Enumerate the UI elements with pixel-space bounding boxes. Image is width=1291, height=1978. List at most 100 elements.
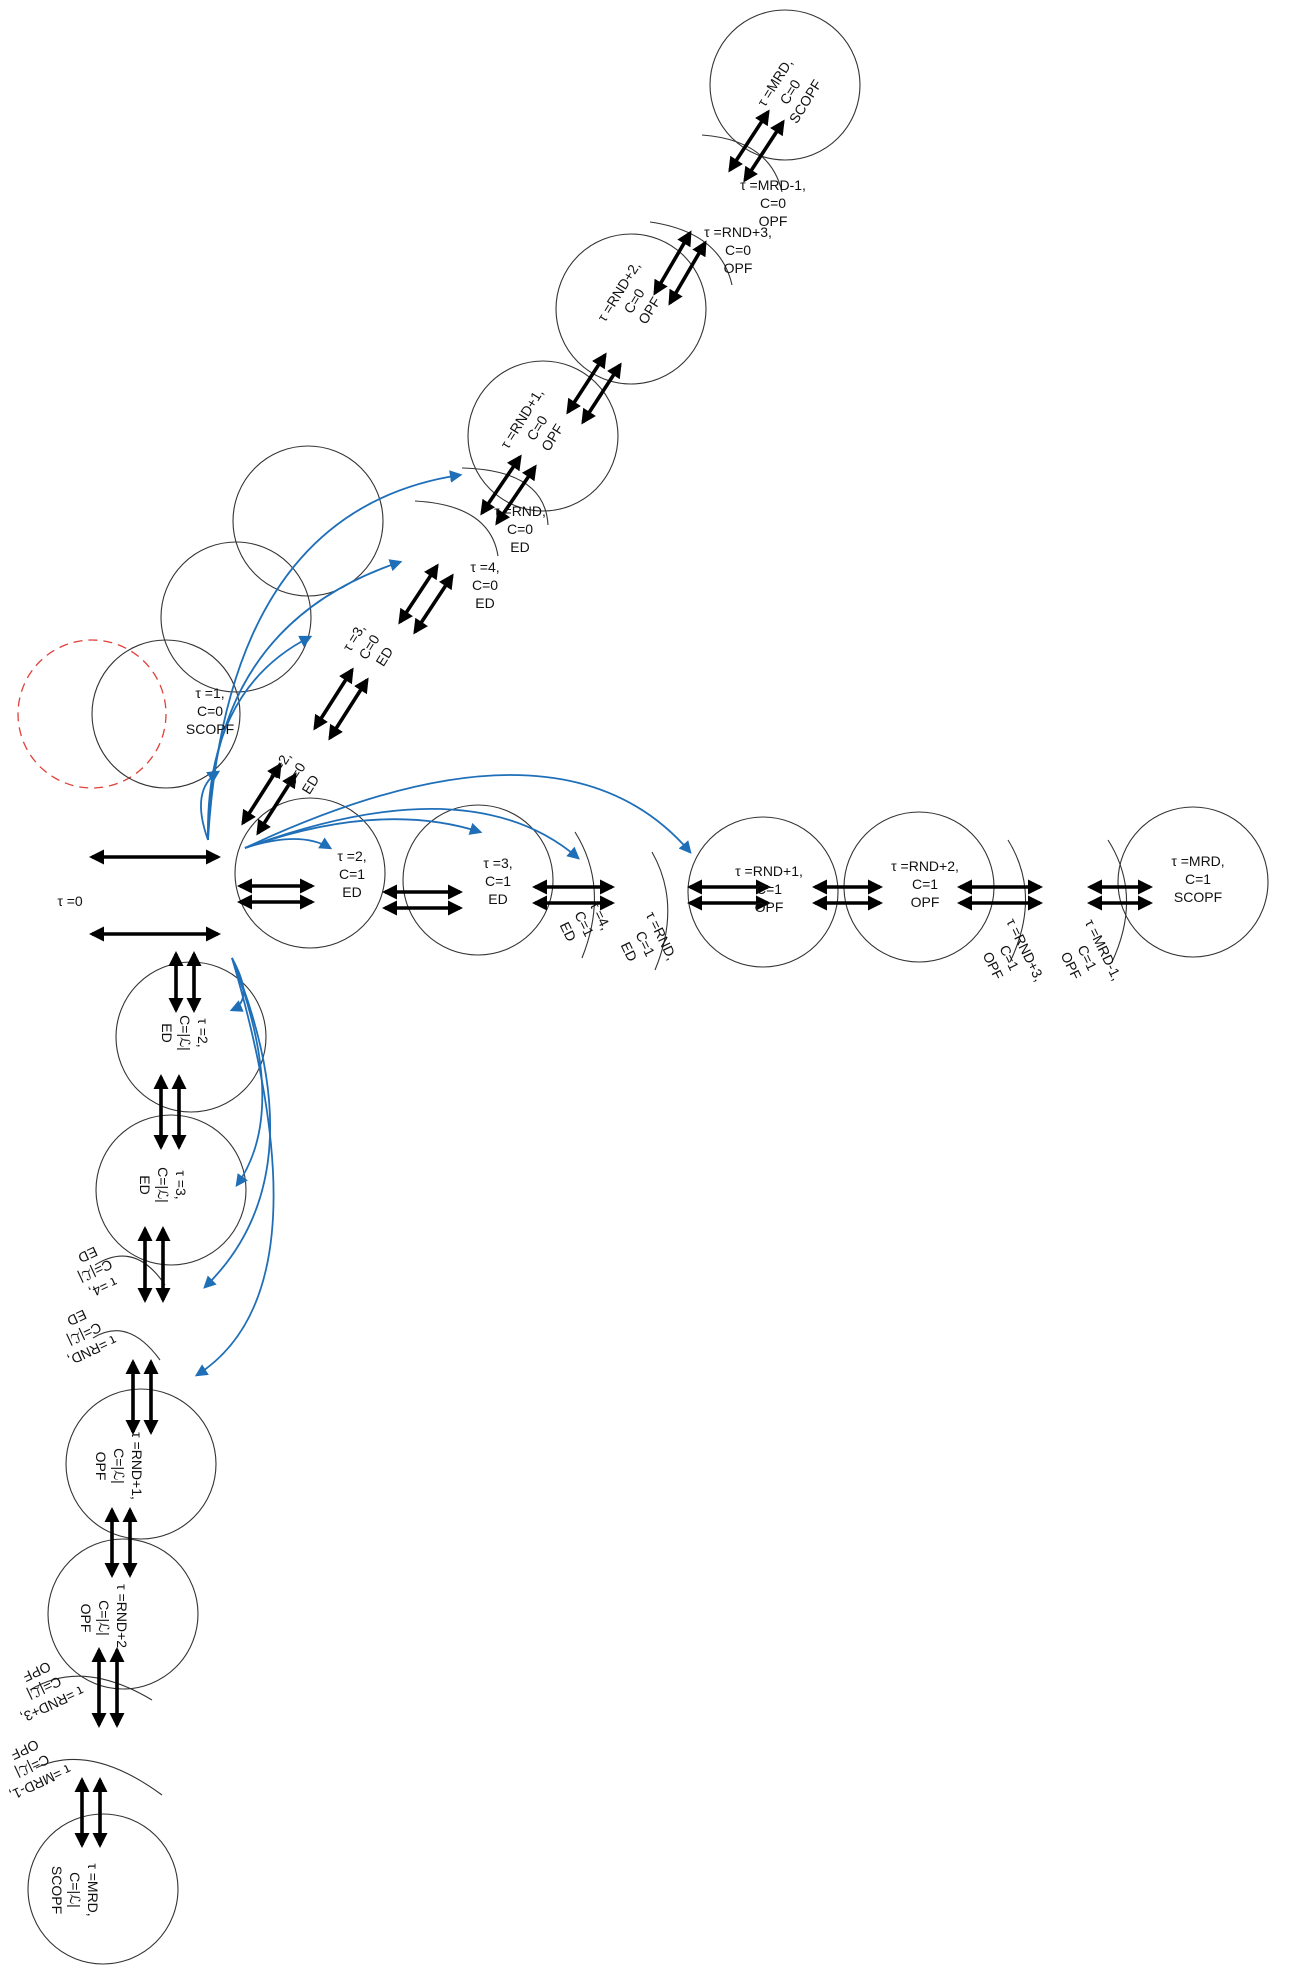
branch_c0-state-circle [555, 233, 707, 385]
branch_c1-state-label: τ =RND,C=1ED [611, 909, 680, 978]
blue-transition-arrow [244, 818, 483, 849]
state-label-line: C=0 [507, 521, 533, 537]
branch_cl-state-label: τ =RND+2,C=|ℒ|OPF [78, 1584, 130, 1652]
branch_cl-state-circle [65, 1388, 217, 1540]
branch_c1-state-label: τ =MRD, C=1 SCOPF [1171, 853, 1224, 905]
branch_c1-state-label: τ =RND+3,C=1OPF [971, 916, 1047, 1000]
branch_c0-state-circle [232, 445, 384, 597]
state-label-line: ED [65, 1307, 89, 1330]
state-label-line: SCOPF [49, 1866, 65, 1914]
branch_c1-state-label: τ =2, C=1 ED [337, 848, 366, 900]
branch_c0-state-label: τ =RND+3, C=0 OPF [704, 224, 772, 276]
state-label-line: ED [488, 891, 507, 907]
blue-transition-arrow [207, 470, 463, 841]
state-label-line: ED [618, 939, 641, 963]
branch_cl-state-label: τ =RND+3,C=|ℒ|OPF [3, 1650, 86, 1726]
branch_c1-state-label: τ =MRD-1,C=1OPF [1050, 917, 1126, 999]
branch_c1-state-label: τ =RND+1, C=1 OPF [735, 863, 803, 915]
state-label-line: C=|ℒ| [111, 1448, 127, 1484]
state-label-line: SCOPF [1174, 889, 1222, 905]
transition-arrow [313, 667, 354, 731]
branch_cl-state-arc [92, 1330, 161, 1361]
branch_c1-state-arc [651, 851, 669, 971]
state-label-line: OPF [78, 1604, 94, 1633]
state-label-line: τ =MRD, [85, 1863, 101, 1916]
branch_cl-state-label: τ =MRD-1,C=|ℒ|OPF [0, 1729, 73, 1804]
state-label-line: ED [159, 1023, 175, 1042]
transition-arrow [566, 352, 607, 415]
state-label-line: SCOPF [186, 721, 234, 737]
transition-arrow [668, 240, 707, 306]
state-label-line: τ =RND+3, [704, 224, 772, 240]
state-label-line: τ =3, [173, 1170, 189, 1199]
branch_c0-state-label: τ =MRD-1, C=0 OPF [740, 177, 806, 229]
state-label-line: C=0 [197, 703, 223, 719]
branch_c1-state-arc [1107, 839, 1128, 963]
blue-transition-arrow [207, 559, 403, 841]
state-label-line: C=1 [339, 866, 365, 882]
state-label-line: τ =MRD, [1171, 853, 1224, 869]
state-label-line: C=0 [760, 195, 786, 211]
branch_c0-state-arc [414, 500, 499, 557]
transition-arrow [256, 772, 297, 836]
state-label-line: C=1 [485, 873, 511, 889]
state-label-line: τ =3, [483, 855, 512, 871]
branch_c0-state-label: τ =4, C=0 ED [470, 559, 499, 611]
state-label-line: τ =RND+1, [129, 1432, 145, 1500]
state-label-line: ED [475, 595, 494, 611]
blue-transition-arrow [231, 957, 264, 1188]
branch_c1-state-circle [234, 797, 386, 949]
state-label-line: OPF [755, 899, 784, 915]
branch_c1-state-label: τ =3, C=1 ED [483, 855, 512, 907]
state-label-line: τ =0 [57, 893, 83, 909]
state-label-line: C=1 [912, 876, 938, 892]
state-label-line: τ =MRD-1, [740, 177, 806, 193]
branch_cl-state-circle [95, 1114, 247, 1266]
state-label-line: τ =1, [195, 685, 224, 701]
state-label-line: OPF [911, 894, 940, 910]
branch_cl-state-label: τ =RND+1,C=|ℒ|OPF [93, 1432, 145, 1500]
state-label-line: τ =RND+2, [114, 1584, 130, 1652]
blue-transition-arrow [244, 808, 580, 860]
branch_cl-state-arc [29, 1675, 153, 1701]
state-label-line: τ =4, [470, 559, 499, 575]
state-label-line: OPF [759, 213, 788, 229]
initial-state-label: τ =0 [57, 893, 83, 909]
state-label-line: τ =RND+2, [891, 858, 959, 874]
branch_c0-state-label: τ =RND+1,C=0OPF [497, 385, 577, 470]
branch_cl-state-label: τ =3,C=|ℒ|ED [137, 1167, 189, 1203]
hub-state-label: τ =1, C=0 SCOPF [186, 685, 234, 737]
state-label-line: C=|ℒ| [67, 1872, 83, 1908]
state-label-line: C=0 [725, 242, 751, 258]
state-label-line: ED [510, 539, 529, 555]
state-label-line: τ =2, [337, 848, 366, 864]
state-label-line: OPF [93, 1452, 109, 1481]
branch_c1-state-label: τ =RND+2, C=1 OPF [891, 858, 959, 910]
state-label-line: OPF [724, 260, 753, 276]
branch_cl-state-label: τ =2,C=|ℒ|ED [159, 1015, 211, 1051]
branch_cl-state-label: τ =RND,C=|ℒ|ED [50, 1300, 119, 1369]
transition-arrow [653, 230, 692, 296]
branch_c0-state-circle [709, 9, 861, 161]
blue-transition-arrow [203, 957, 271, 1289]
branch_c0-state-circle [467, 360, 619, 512]
transition-arrow [398, 563, 439, 625]
state-label-line: τ =RND, [494, 503, 546, 519]
transition-arrow [328, 677, 369, 741]
state-label-line: ED [76, 1244, 100, 1267]
state-label-line: C=|ℒ| [96, 1600, 112, 1636]
branch_c0-state-label: τ =RND, C=0 ED [494, 503, 546, 555]
initial-state-circle [17, 639, 167, 789]
state-label-line: τ =RND+1, [735, 863, 803, 879]
state-label-line: τ =2, [195, 1018, 211, 1047]
transition-arrow [495, 464, 537, 526]
transition-arrow [581, 362, 622, 425]
state-label-line: ED [137, 1175, 153, 1194]
branch_cl-state-label: τ =MRD,C=|ℒ|SCOPF [49, 1863, 101, 1916]
blue-transition-arrow [244, 774, 692, 854]
transition-arrow [413, 573, 454, 635]
branch_c0-state-label: τ =3,C=0ED [339, 621, 399, 673]
transition-arrow [743, 119, 785, 183]
branch_c0-state-label: τ =2,C=0ED [265, 749, 325, 801]
state-label-line: C=0 [472, 577, 498, 593]
